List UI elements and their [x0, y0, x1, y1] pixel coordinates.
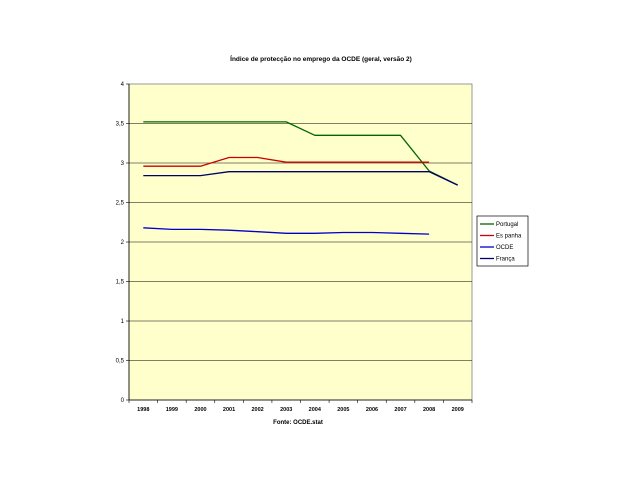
- x-tick-label: 2001: [223, 407, 235, 413]
- x-tick-label: 2006: [366, 407, 378, 413]
- source-note: Fonte: OCDE.stat: [273, 420, 323, 426]
- y-tick-label: 3: [121, 161, 125, 167]
- series-line-fran-a: [143, 171, 458, 186]
- x-tick-label: 2000: [194, 407, 206, 413]
- series-line-portugal: [143, 121, 458, 186]
- chart-title: Índice de protecção no emprego da OCDE (…: [230, 54, 412, 63]
- y-tick-label: 2,5: [116, 201, 125, 207]
- x-tick-label: 2004: [309, 407, 322, 413]
- legend-label: Portugal: [496, 222, 518, 228]
- gridlines: [129, 123, 472, 361]
- series-line-es-panha: [143, 156, 430, 167]
- series-group: [143, 121, 458, 235]
- x-tick-label: 1999: [166, 407, 178, 413]
- legend-label: França: [496, 257, 515, 263]
- y-axis: 0 0,5 1 1,5 2 2,5 3 3,5 4: [116, 82, 130, 404]
- x-tick-label: 2007: [394, 407, 406, 413]
- y-tick-label: 2: [121, 240, 125, 246]
- legend-label: Es panha: [496, 234, 522, 240]
- legend: Portugal Es panha OCDE França: [476, 215, 529, 267]
- x-tick-label: 2002: [252, 407, 264, 413]
- x-tick-label: 1998: [137, 407, 149, 413]
- y-tick-label: 4: [121, 82, 125, 88]
- y-tick-label: 1: [121, 319, 125, 325]
- legend-label: OCDE: [496, 245, 513, 251]
- x-tick-label: 2008: [423, 407, 435, 413]
- y-tick-label: 0: [121, 398, 125, 404]
- x-tick-label: 2005: [337, 407, 349, 413]
- x-tick-label: 2009: [452, 407, 464, 413]
- series-line-ocde: [143, 227, 430, 235]
- x-axis: 1998 1999 2000 2001 2002 2003 2004 2005 2006 2007…: [128, 399, 473, 413]
- y-tick-label: 1,5: [116, 280, 125, 286]
- y-tick-label: 3,5: [116, 122, 125, 128]
- y-tick-label: 0,5: [116, 359, 125, 365]
- x-tick-label: 2003: [280, 407, 292, 413]
